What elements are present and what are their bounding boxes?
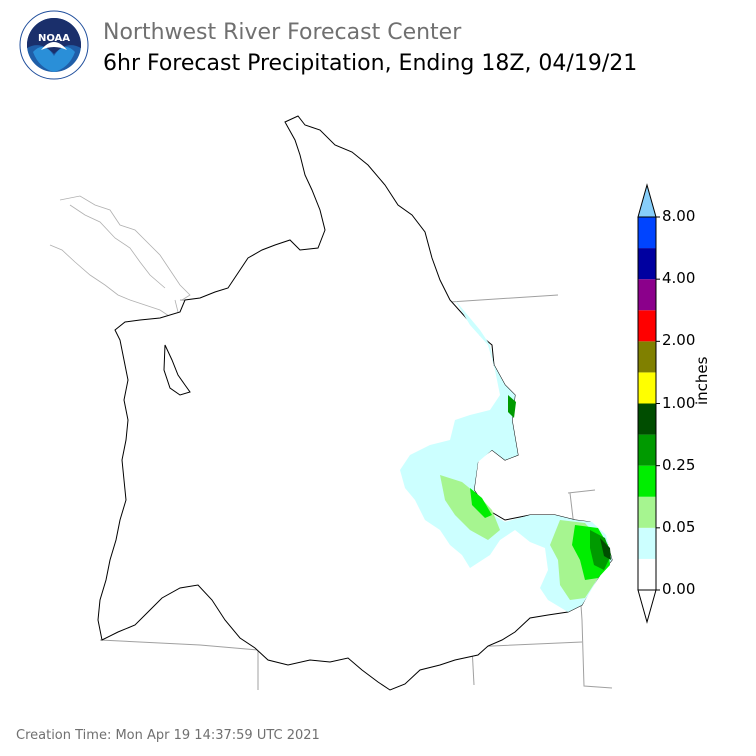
colorbar-tick-label: 4.00 bbox=[662, 269, 696, 288]
colorbar-bin bbox=[638, 372, 656, 404]
creation-time: Creation Time: Mon Apr 19 14:37:59 UTC 2… bbox=[16, 728, 320, 743]
colorbar-units: inches bbox=[693, 356, 711, 405]
colorbar-bin bbox=[638, 496, 656, 528]
colorbar-tick-label: 8.00 bbox=[662, 207, 696, 225]
precip-overlay bbox=[400, 300, 612, 612]
colorbar-bin bbox=[638, 403, 656, 435]
colorbar-tick-label: 1.00 bbox=[662, 393, 696, 412]
island-outline bbox=[163, 344, 191, 396]
colorbar-bin bbox=[638, 248, 656, 280]
colorbar-tick-label: 0.00 bbox=[662, 580, 696, 598]
colorbar-over-arrow bbox=[637, 183, 657, 218]
page-subtitle: 6hr Forecast Precipitation, Ending 18Z, … bbox=[103, 51, 638, 76]
colorbar-bin bbox=[638, 558, 656, 590]
noaa-logo: NOAA bbox=[19, 10, 89, 80]
colorbar-under-arrow bbox=[637, 589, 657, 624]
page-title: Northwest River Forecast Center bbox=[103, 20, 462, 45]
colorbar-bin bbox=[638, 310, 656, 342]
colorbar-tick-label: 0.05 bbox=[662, 517, 696, 536]
colorbar-tick-label: 2.00 bbox=[662, 331, 696, 350]
colorbar-bin bbox=[638, 217, 656, 249]
colorbar-bin bbox=[638, 341, 656, 373]
colorbar-bin bbox=[638, 434, 656, 466]
colorbar-bin bbox=[638, 279, 656, 311]
colorbar-bin bbox=[638, 465, 656, 497]
colorbar-tick-label: 0.25 bbox=[662, 455, 696, 474]
logo-text: NOAA bbox=[38, 33, 70, 44]
colorbar-bin bbox=[638, 527, 656, 559]
